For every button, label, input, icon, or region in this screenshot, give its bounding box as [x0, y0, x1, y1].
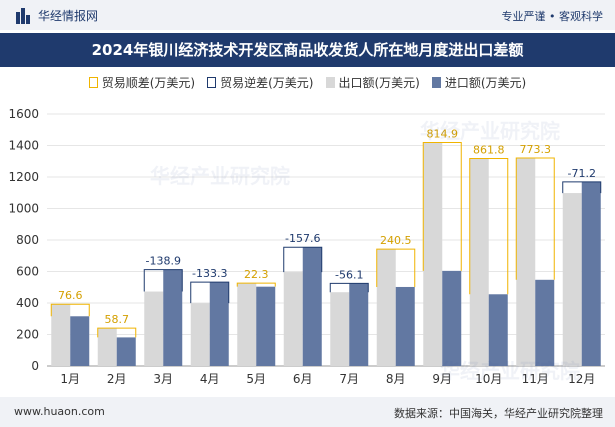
- surplus-marker: [422, 142, 462, 271]
- export-bar: [283, 272, 303, 366]
- deficit-marker: [190, 281, 230, 304]
- top-bar: 华经情报网 专业严谨 • 客观科学: [0, 0, 615, 30]
- export-bar: [190, 303, 210, 366]
- x-tick-label: 6月: [293, 372, 313, 386]
- balance-label: -71.2: [568, 167, 596, 180]
- balance-label: 76.6: [58, 289, 83, 302]
- surplus-marker: [469, 158, 509, 295]
- export-bar: [51, 304, 71, 366]
- surplus-marker: [97, 327, 137, 338]
- export-bar: [237, 283, 257, 366]
- balance-label: -157.6: [285, 232, 320, 245]
- brand-name: 华经情报网: [38, 9, 99, 23]
- import-bar: [163, 269, 183, 366]
- import-bar: [395, 286, 415, 366]
- chart-legend: 贸易顺差(万美元) 贸易逆差(万美元) 出口额(万美元) 进口额(万美元): [0, 74, 615, 91]
- x-tick-label: 9月: [432, 372, 452, 386]
- export-bar: [330, 292, 350, 366]
- import-bar: [535, 279, 555, 366]
- footer-website: www.huaon.com: [14, 405, 105, 418]
- export-bar: [97, 328, 117, 366]
- brand-logo-icon: [16, 7, 30, 24]
- surplus-marker: [236, 282, 276, 287]
- y-tick-label: 1000: [8, 202, 39, 216]
- import-bar: [209, 282, 229, 366]
- legend-item-import: 进口额(万美元): [431, 74, 527, 91]
- y-tick-label: 1400: [8, 139, 39, 153]
- deficit-marker: [143, 269, 183, 292]
- deficit-marker: [329, 282, 369, 293]
- y-tick-label: 200: [16, 328, 39, 342]
- export-bar: [562, 193, 582, 366]
- legend-swatch-export: [325, 77, 335, 88]
- balance-label: 861.8: [473, 144, 505, 157]
- x-tick-label: 11月: [522, 372, 549, 386]
- export-bar: [376, 249, 396, 366]
- brand: 华经情报网: [16, 7, 98, 24]
- x-tick-label: 4月: [200, 372, 220, 386]
- import-bar: [488, 294, 508, 366]
- footer: www.huaon.com 数据来源：中国海关，华经产业研究院整理: [0, 397, 615, 427]
- export-bar: [144, 291, 164, 366]
- x-tick-label: 8月: [386, 372, 406, 386]
- balance-label: -138.9: [146, 255, 181, 268]
- deficit-marker: [562, 181, 602, 194]
- balance-label: 773.3: [520, 143, 552, 156]
- balance-label: 58.7: [105, 313, 130, 326]
- legend-swatch-deficit: [207, 77, 217, 88]
- x-tick-label: 7月: [339, 372, 359, 386]
- legend-item-surplus: 贸易顺差(万美元): [88, 74, 196, 91]
- x-tick-label: 1月: [60, 372, 80, 386]
- import-bar: [70, 316, 90, 366]
- y-tick-label: 0: [31, 359, 39, 373]
- balance-label: -56.1: [335, 268, 363, 281]
- export-bar: [423, 142, 443, 366]
- import-bar: [116, 337, 136, 366]
- chart-title: 2024年银川经济技术开发区商品收发货人所在地月度进出口差额: [91, 41, 524, 59]
- legend-label-surplus: 贸易顺差(万美元): [101, 76, 196, 90]
- surplus-marker: [376, 248, 416, 287]
- deficit-marker: [283, 246, 323, 273]
- x-tick-label: 5月: [246, 372, 266, 386]
- import-bar: [256, 286, 276, 366]
- balance-label: 22.3: [244, 268, 269, 281]
- balance-label: 814.9: [427, 128, 459, 141]
- import-bar: [442, 270, 462, 366]
- x-tick-label: 2月: [107, 372, 127, 386]
- surplus-marker: [515, 157, 555, 280]
- legend-label-import: 进口额(万美元): [444, 76, 527, 90]
- y-tick-label: 1200: [8, 170, 39, 184]
- legend-label-deficit: 贸易逆差(万美元): [220, 76, 314, 90]
- import-bar: [581, 181, 601, 366]
- slogan: 专业严谨 • 客观科学: [501, 10, 603, 23]
- export-bar: [469, 158, 489, 366]
- x-tick-label: 12月: [568, 372, 595, 386]
- balance-label: -133.3: [192, 267, 227, 280]
- legend-label-export: 出口额(万美元): [338, 76, 420, 90]
- y-tick-label: 800: [16, 233, 39, 247]
- y-tick-label: 400: [16, 296, 39, 310]
- legend-swatch-surplus: [88, 77, 98, 88]
- footer-source: 数据来源：中国海关，华经产业研究院整理: [394, 407, 603, 420]
- y-tick-label: 600: [16, 265, 39, 279]
- legend-item-export: 出口额(万美元): [325, 74, 420, 91]
- legend-item-deficit: 贸易逆差(万美元): [207, 74, 314, 91]
- x-tick-label: 10月: [475, 372, 502, 386]
- balance-label: 240.5: [380, 234, 412, 247]
- x-tick-label: 3月: [153, 372, 173, 386]
- bar-chart: 0 200 400 600 800 1000 1200 1400 1600 76.6 1月 58.7 2…: [8, 107, 605, 386]
- y-tick-label: 1600: [8, 107, 39, 121]
- export-bar: [516, 158, 536, 366]
- title-bar: 2024年银川经济技术开发区商品收发货人所在地月度进出口差额: [0, 33, 615, 67]
- legend-swatch-import: [431, 77, 441, 88]
- surplus-marker: [50, 303, 90, 317]
- import-bar: [302, 247, 322, 366]
- import-bar: [349, 283, 369, 366]
